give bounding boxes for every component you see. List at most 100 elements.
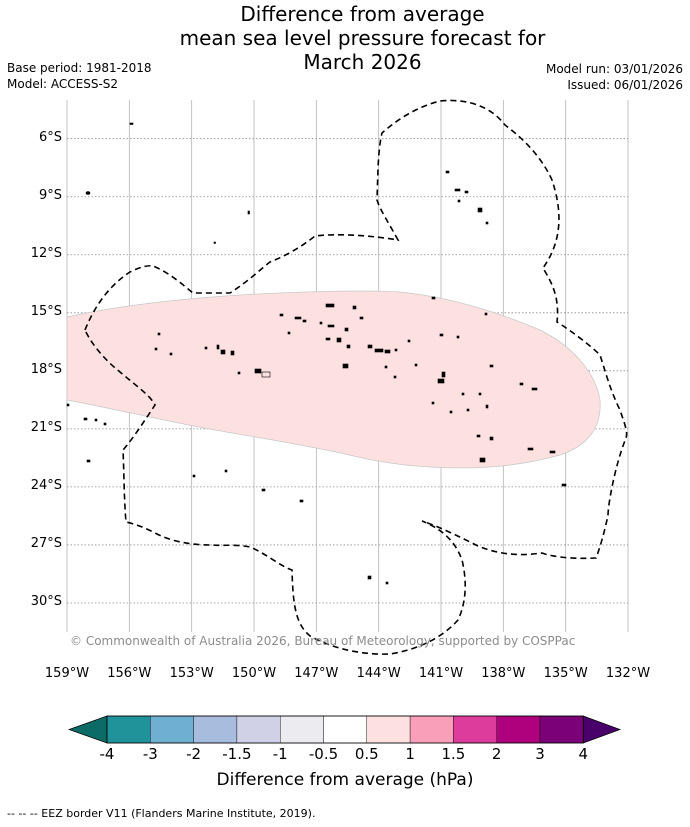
island — [431, 296, 436, 300]
colorbar-tick-label: 1 — [405, 745, 415, 763]
island — [319, 321, 323, 325]
colorbar-tick-label: -4 — [99, 745, 115, 763]
island — [352, 305, 357, 310]
island — [445, 170, 450, 174]
longitude-label: 135°W — [543, 666, 588, 681]
longitude-label: 147°W — [294, 666, 339, 681]
island — [346, 344, 351, 349]
latitude-label: 15°S — [30, 303, 62, 319]
island — [549, 450, 556, 454]
colorbar-tick-label: -1 — [272, 745, 288, 763]
colorbar — [67, 715, 622, 744]
island — [247, 210, 250, 215]
latitude-label: 18°S — [30, 361, 62, 377]
colorbar-tick-label: 3 — [535, 745, 545, 763]
island — [294, 316, 302, 320]
island — [384, 349, 391, 354]
colorbar-extend-low — [67, 715, 108, 744]
island — [385, 581, 389, 585]
island — [336, 337, 342, 343]
metadata-left: Base period: 1981-2018 Model: ACCESS-S2 — [7, 60, 152, 92]
island — [527, 447, 534, 451]
island — [302, 319, 307, 323]
colorbar-tick-label: 4 — [578, 745, 589, 763]
longitude-label: 132°W — [605, 666, 651, 681]
island — [489, 436, 494, 441]
island — [441, 371, 446, 378]
island — [220, 349, 226, 355]
island — [342, 363, 349, 369]
colorbar-tick-label: -1.5 — [222, 745, 252, 763]
island — [466, 408, 470, 412]
colorbar-tick-label: 0.5 — [354, 745, 379, 763]
island — [224, 469, 228, 473]
island — [531, 387, 538, 391]
island — [261, 488, 266, 492]
latitude-label: 21°S — [30, 419, 62, 435]
colorbar-segment — [453, 715, 497, 744]
chart-title: Difference from average mean sea level p… — [0, 2, 690, 74]
colorbar-tick-label: 2 — [491, 745, 502, 763]
island — [94, 418, 98, 422]
colorbar-segment — [496, 715, 541, 744]
issued-date: Issued: 06/01/2026 — [567, 78, 683, 92]
island — [279, 313, 284, 317]
island — [476, 434, 481, 438]
island — [85, 191, 91, 195]
island — [327, 324, 335, 328]
model-run-date: Model run: 03/01/2026 — [545, 62, 683, 76]
island — [169, 352, 173, 356]
metadata-right: Model run: 03/01/2026 Issued: 06/01/2026 — [546, 61, 683, 93]
island — [437, 378, 445, 384]
latitude-label: 6°S — [38, 129, 62, 145]
latitude-label: 9°S — [38, 187, 62, 203]
island — [449, 410, 453, 414]
island — [230, 350, 235, 356]
latitude-label: 12°S — [30, 245, 62, 261]
longitude-label: 159°W — [44, 666, 90, 681]
colorbar-segment — [106, 715, 151, 744]
island — [66, 403, 70, 407]
island — [464, 190, 469, 194]
colorbar-segment — [366, 715, 411, 744]
island — [485, 404, 489, 409]
colorbar-tick-label: -0.5 — [308, 745, 339, 763]
island — [485, 221, 489, 225]
longitude-label: 141°W — [418, 666, 464, 681]
island — [484, 312, 488, 316]
island — [477, 207, 483, 213]
colorbar-segment — [539, 715, 584, 744]
island — [439, 333, 444, 337]
island — [394, 348, 398, 352]
longitude-label: 153°W — [169, 666, 214, 681]
colorbar-extend-high — [582, 715, 622, 744]
island — [204, 346, 208, 350]
island — [299, 499, 304, 503]
colorbar-title: Difference from average (hPa) — [216, 770, 474, 790]
island — [154, 347, 158, 351]
island — [261, 371, 271, 378]
island — [456, 335, 460, 339]
island — [489, 364, 494, 368]
longitude-label: 150°W — [231, 666, 277, 681]
colorbar-segment — [323, 715, 367, 744]
island — [359, 316, 364, 320]
colorbar-segment — [409, 715, 454, 744]
colorbar-segment — [280, 715, 324, 744]
colorbar-tick-label: -2 — [186, 745, 202, 763]
island — [431, 401, 435, 405]
island — [367, 575, 372, 580]
island — [407, 339, 411, 343]
latitude-label: 27°S — [30, 535, 62, 551]
island — [367, 344, 373, 349]
island — [479, 457, 486, 463]
island — [478, 392, 482, 396]
copyright-notice: © Commonwealth of Australia 2026, Bureau… — [70, 634, 576, 648]
island — [83, 417, 88, 421]
island — [216, 344, 220, 350]
island — [561, 483, 567, 487]
colorbar-tick-label: -3 — [142, 745, 158, 763]
model-name: Model: ACCESS-S2 — [7, 77, 119, 91]
island — [384, 365, 388, 369]
island — [237, 371, 241, 375]
